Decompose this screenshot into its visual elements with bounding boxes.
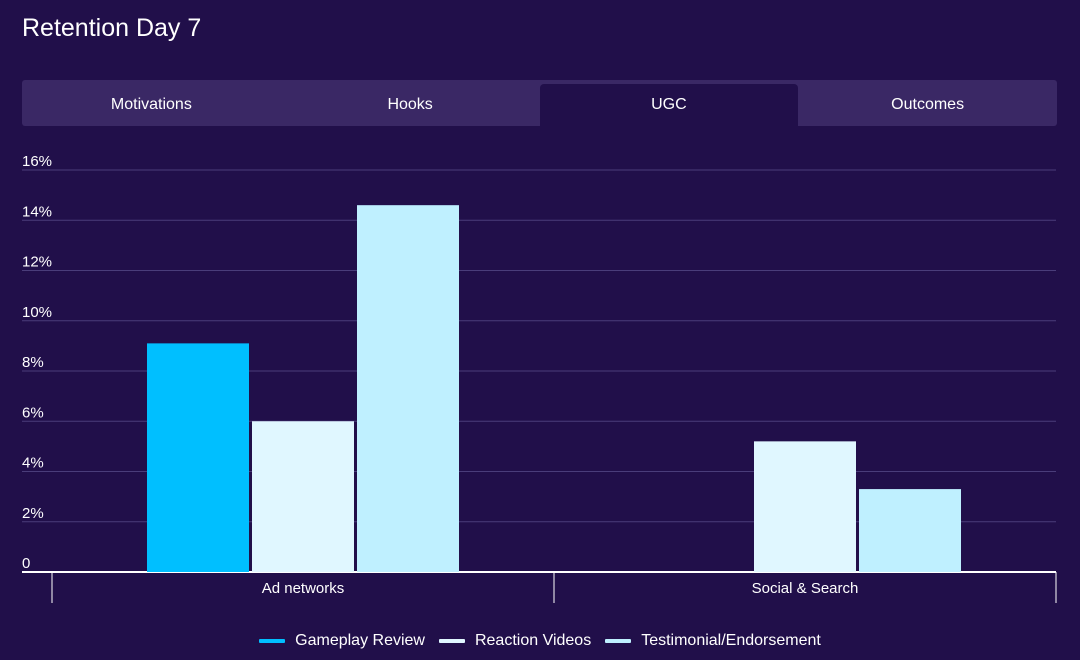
chart-legend: Gameplay Review Reaction Videos Testimon… bbox=[0, 630, 1080, 652]
bar bbox=[859, 489, 961, 572]
legend-item-gameplay-review[interactable]: Gameplay Review bbox=[259, 632, 425, 650]
y-tick-label: 12% bbox=[22, 254, 52, 271]
tab-bar: Motivations Hooks UGC Outcomes bbox=[22, 80, 1057, 126]
y-tick-label: 0 bbox=[22, 555, 30, 572]
tab-outcomes[interactable]: Outcomes bbox=[891, 96, 965, 113]
x-category-label: Social & Search bbox=[752, 580, 859, 597]
x-category-label: Ad networks bbox=[262, 580, 345, 597]
y-tick-label: 10% bbox=[22, 304, 52, 321]
y-tick-label: 8% bbox=[22, 354, 44, 371]
legend-label-testimonial-endorsement: Testimonial/Endorsement bbox=[641, 632, 821, 649]
y-tick-label: 2% bbox=[22, 505, 44, 522]
bar bbox=[252, 421, 354, 572]
y-tick-label: 6% bbox=[22, 404, 44, 421]
page-title: Retention Day 7 bbox=[22, 14, 202, 42]
bar bbox=[754, 441, 856, 572]
y-tick-label: 14% bbox=[22, 203, 52, 220]
legend-label-gameplay-review: Gameplay Review bbox=[295, 632, 425, 649]
tab-motivations[interactable]: Motivations bbox=[110, 96, 192, 113]
y-tick-label: 16% bbox=[22, 153, 52, 170]
y-tick-label: 4% bbox=[22, 455, 44, 472]
legend-item-testimonial-endorsement[interactable]: Testimonial/Endorsement bbox=[605, 632, 821, 650]
legend-swatch-gameplay-review bbox=[259, 639, 286, 643]
legend-label-reaction-videos: Reaction Videos bbox=[474, 632, 592, 649]
tab-ugc[interactable]: UGC bbox=[539, 84, 799, 126]
tab-hooks[interactable]: Hooks bbox=[387, 96, 433, 113]
legend-item-reaction-videos[interactable]: Reaction Videos bbox=[438, 632, 592, 650]
bar bbox=[357, 205, 459, 573]
bar-chart: 0 2% 4% 6% 8% 10% 12% 14% 16% Ad networks Social &… bbox=[22, 153, 1057, 603]
bar bbox=[147, 343, 249, 572]
legend-swatch-testimonial-endorsement bbox=[605, 639, 632, 643]
legend-swatch-reaction-videos bbox=[438, 639, 465, 643]
